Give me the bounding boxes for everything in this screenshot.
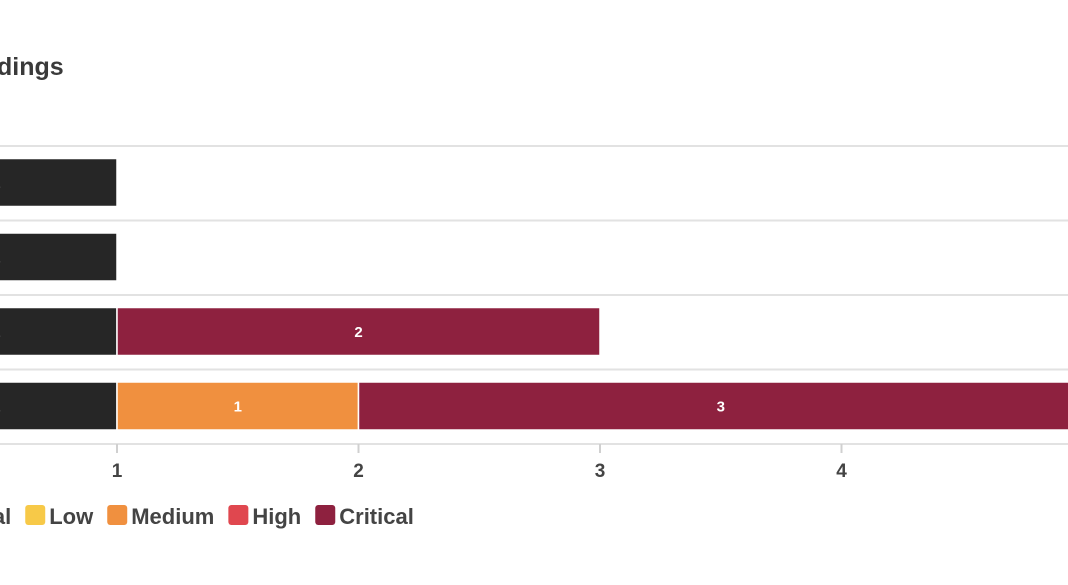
legend-label: Medium	[131, 504, 214, 529]
bar-segment-onal-row-1	[0, 159, 117, 207]
legend-item-medium[interactable]: Medium	[107, 504, 214, 529]
legend-swatch	[315, 505, 335, 525]
legend-item-onal[interactable]: onal	[0, 504, 11, 529]
bar-value-label: 3	[717, 399, 725, 416]
bar-value-label: 2	[354, 324, 362, 341]
legend: onal Low Medium High Critical	[0, 504, 414, 529]
bar-segment-onal-row-3	[0, 308, 117, 356]
bar-segment-onal-row-2	[0, 233, 117, 281]
legend-label: onal	[0, 504, 11, 529]
legend-swatch	[25, 505, 45, 525]
legend-label: Critical	[339, 504, 414, 529]
legend-item-low[interactable]: Low	[25, 504, 94, 529]
x-tick-label: 4	[836, 461, 847, 482]
legend-item-high[interactable]: High	[228, 504, 301, 529]
x-tick-label: 3	[595, 461, 606, 482]
legend-swatch	[107, 505, 127, 525]
x-axis: 1 2 3 4	[112, 444, 848, 482]
legend-label: Low	[49, 504, 94, 529]
bar-value-label: 1	[234, 399, 242, 416]
legend-item-critical[interactable]: Critical	[315, 504, 414, 529]
chart-title: dings	[0, 53, 64, 81]
x-tick-label: 1	[112, 461, 123, 482]
legend-label: High	[252, 504, 301, 529]
x-tick-label: 2	[353, 461, 364, 482]
bar-segment-critical-row-4	[359, 382, 1068, 430]
legend-swatch	[228, 505, 248, 525]
bar-segment-onal-row-4	[0, 382, 117, 430]
